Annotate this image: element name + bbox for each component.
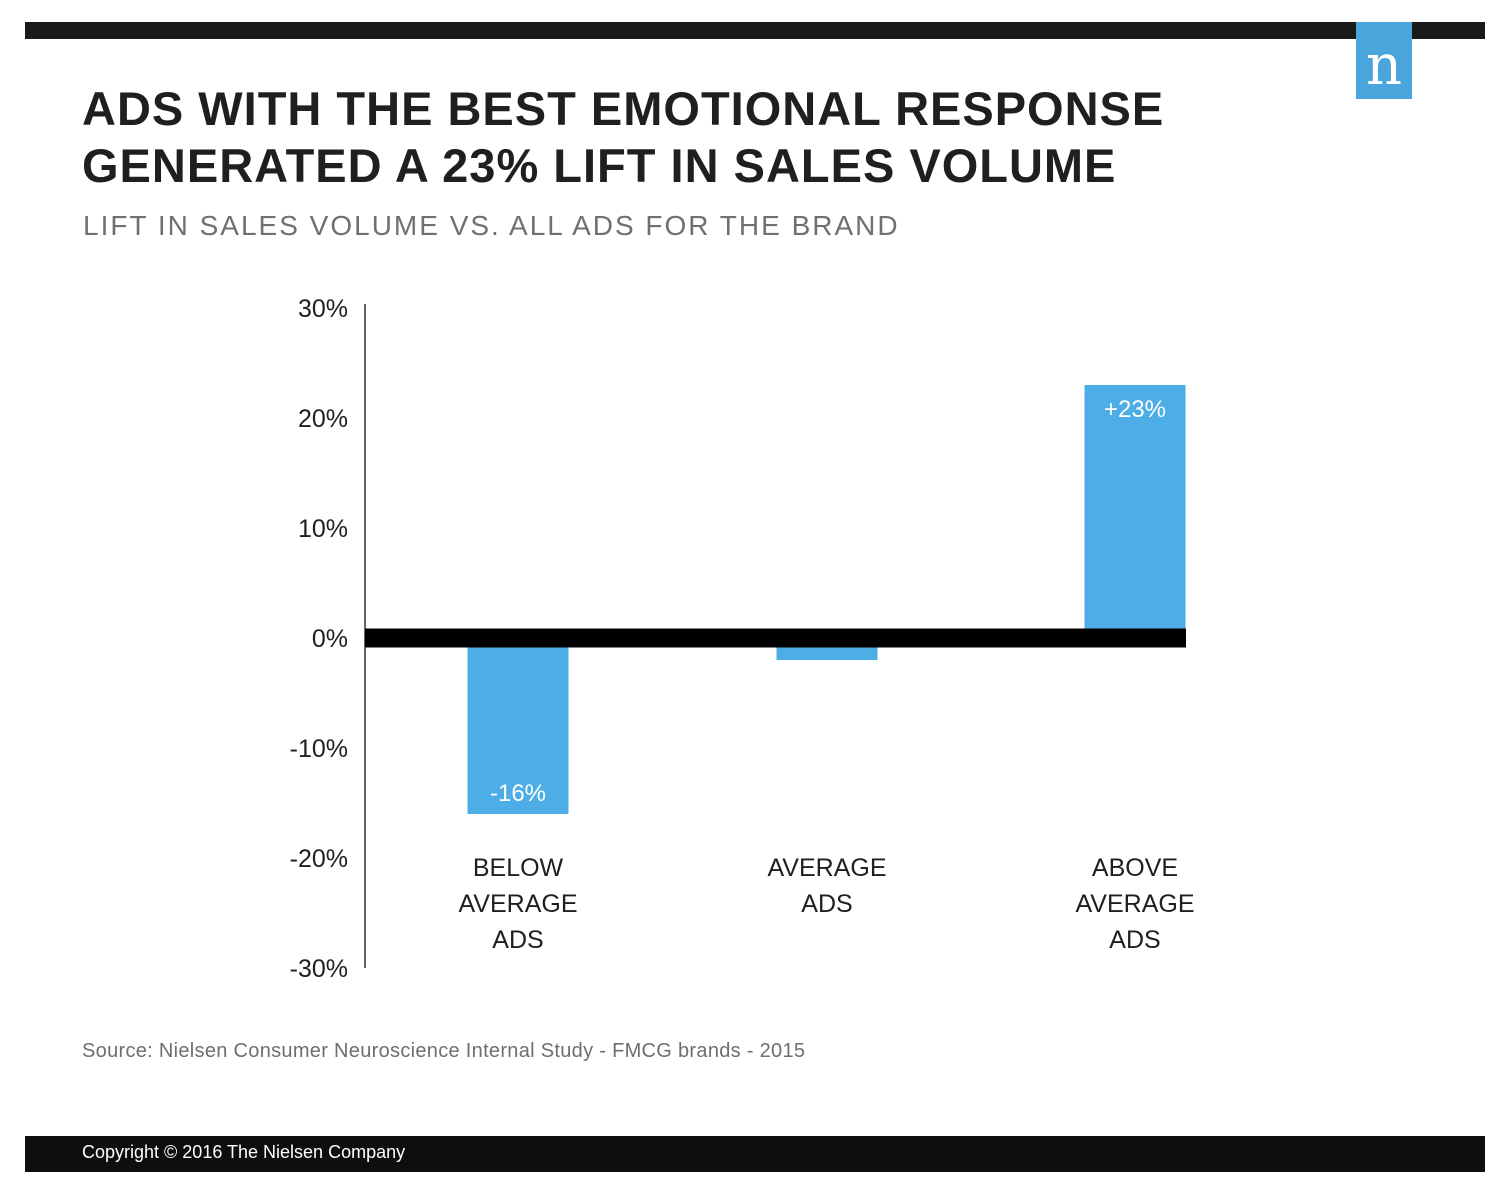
chart-subtitle: LIFT IN SALES VOLUME VS. ALL ADS FOR THE… — [83, 210, 900, 241]
copyright-text: Copyright © 2016 The Nielsen Company — [82, 1142, 406, 1162]
category-label: AVERAGE — [767, 854, 886, 882]
y-tick-label: -10% — [290, 735, 348, 763]
source-note: Source: Nielsen Consumer Neuroscience In… — [82, 1040, 806, 1062]
chart-title: ADS WITH THE BEST EMOTIONAL RESPONSE GEN… — [82, 80, 1282, 194]
bar-data-label: -16% — [490, 780, 546, 807]
category-label: ADS — [492, 926, 543, 954]
y-tick-label: -30% — [290, 955, 348, 983]
bar-data-label: +23% — [1104, 396, 1166, 423]
bar — [467, 638, 569, 814]
nielsen-logo: n — [1356, 22, 1412, 99]
y-tick-label: 30% — [298, 295, 348, 323]
y-tick-label: -20% — [290, 845, 348, 873]
y-tick-label: 20% — [298, 405, 348, 433]
category-label: ABOVE — [1092, 854, 1178, 882]
category-label: ADS — [801, 890, 852, 918]
chart-title-line-1: ADS WITH THE BEST EMOTIONAL RESPONSE — [82, 82, 1165, 135]
bottom-bar: Copyright © 2016 The Nielsen Company — [25, 1136, 1485, 1172]
category-label: ADS — [1109, 926, 1160, 954]
bar — [1084, 385, 1186, 638]
y-tick-label: 0% — [312, 625, 348, 653]
y-tick-label: 10% — [298, 515, 348, 543]
chart-title-line-2: GENERATED A 23% LIFT IN SALES VOLUME — [82, 139, 1117, 192]
top-bar — [25, 22, 1485, 39]
category-label: AVERAGE — [1075, 890, 1194, 918]
category-label: AVERAGE — [458, 890, 577, 918]
zero-baseline — [365, 628, 1186, 648]
category-label: BELOW — [473, 854, 564, 882]
